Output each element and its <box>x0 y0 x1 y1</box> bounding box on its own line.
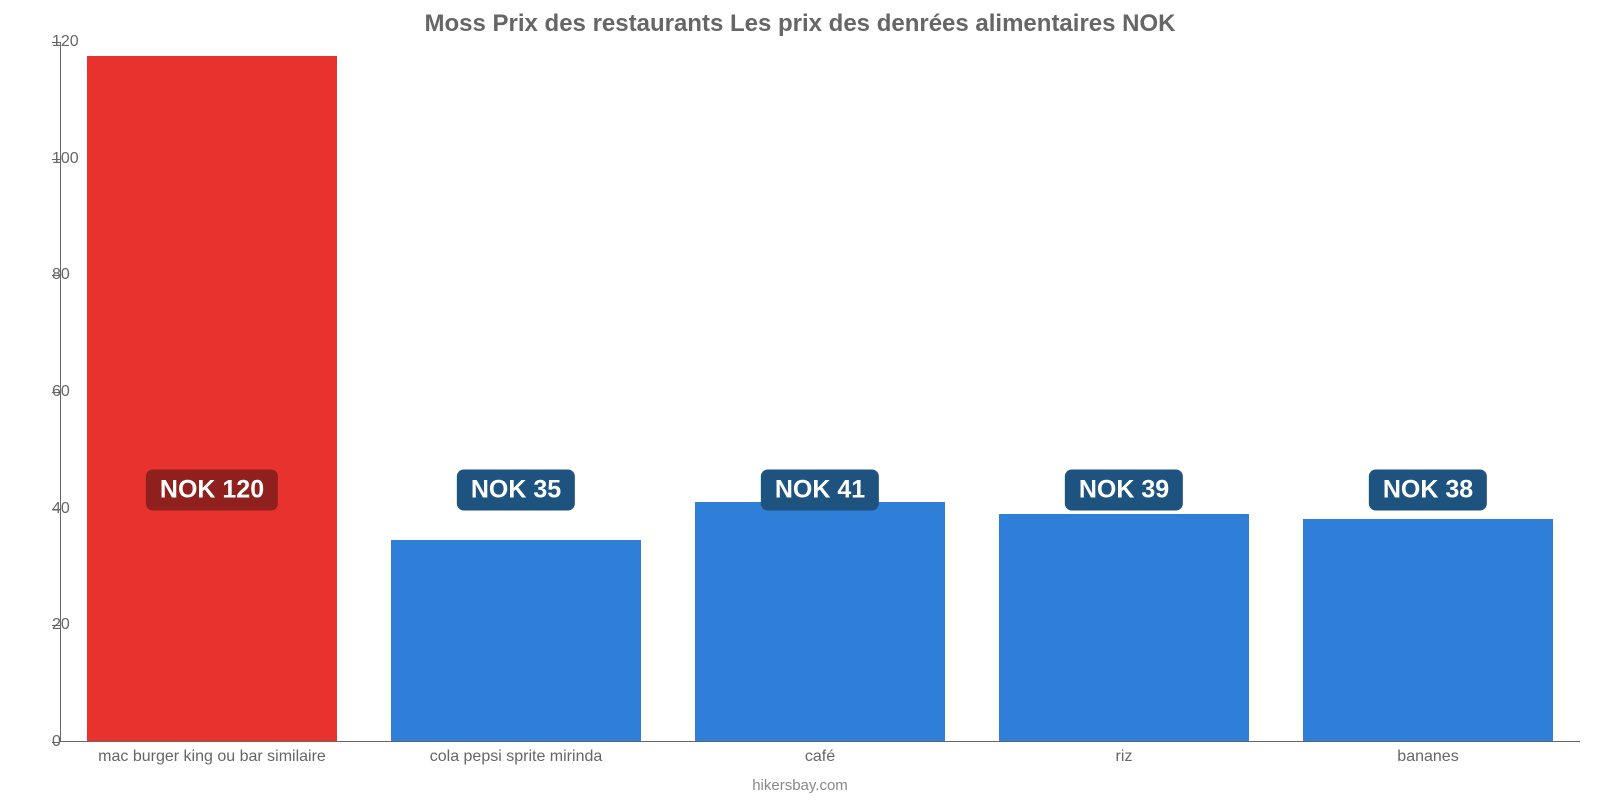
x-category-label: bananes <box>1397 748 1458 766</box>
bar <box>87 56 336 741</box>
bar-value-label: NOK 41 <box>761 470 879 511</box>
bar-value-label: NOK 120 <box>146 470 278 511</box>
bar-value-label: NOK 38 <box>1369 470 1487 511</box>
bar-value-label: NOK 39 <box>1065 470 1183 511</box>
chart-container: Moss Prix des restaurants Les prix des d… <box>0 0 1600 800</box>
x-category-label: riz <box>1116 748 1133 766</box>
source-attribution: hikersbay.com <box>0 777 1600 794</box>
bar <box>391 540 640 741</box>
chart-title: Moss Prix des restaurants Les prix des d… <box>0 10 1600 38</box>
bar-value-label: NOK 35 <box>457 470 575 511</box>
bar <box>1303 519 1552 741</box>
x-category-label: mac burger king ou bar similaire <box>98 748 326 766</box>
x-category-label: café <box>805 748 835 766</box>
plot-area: NOK 120NOK 35NOK 41NOK 39NOK 38 02040608… <box>60 42 1580 742</box>
bars-layer: NOK 120 NOK 35 NOK 41 NOK 39 NOK 38 <box>60 42 1580 742</box>
bar <box>695 502 944 741</box>
bar <box>999 514 1248 742</box>
x-category-label: cola pepsi sprite mirinda <box>430 748 603 766</box>
